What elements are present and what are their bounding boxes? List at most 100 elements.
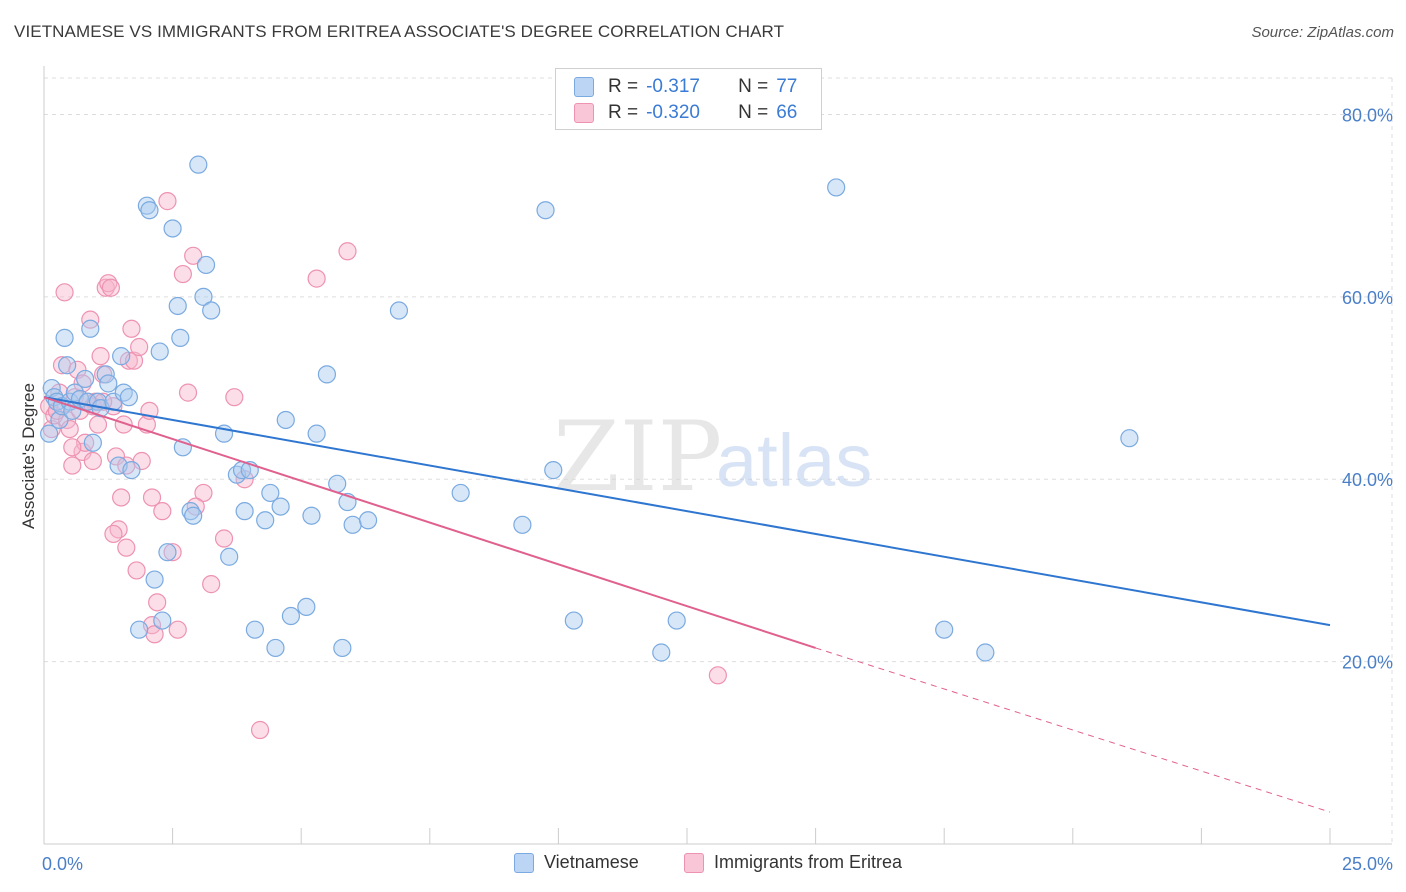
vietnamese-point — [99, 374, 118, 393]
eritrea-point — [127, 561, 146, 580]
eritrea-point — [68, 360, 87, 379]
eritrea-point — [81, 310, 100, 329]
vietnamese-point — [153, 611, 172, 630]
eritrea-point — [202, 575, 221, 594]
eritrea-point — [101, 278, 120, 297]
vietnamese-point — [140, 201, 159, 220]
vietnamese-legend-swatch — [514, 852, 534, 873]
vietnamese-point — [667, 611, 686, 630]
y-axis-label: Associate's Degree — [19, 383, 38, 529]
vietnamese-point — [158, 543, 177, 562]
vietnamese-point — [317, 365, 337, 384]
axes — [43, 66, 1392, 845]
vietnamese-point — [652, 643, 671, 662]
vietnamese-point — [194, 287, 213, 306]
chart-title: VIETNAMESE VS IMMIGRANTS FROM ERITREA AS… — [14, 22, 785, 41]
vietnamese-point — [163, 219, 182, 238]
y-tick-label: 20.0% — [1342, 653, 1393, 673]
vietnamese-point — [245, 620, 265, 639]
eritrea-point — [112, 488, 131, 507]
vietnamese-point — [150, 342, 169, 361]
vietnamese-point — [112, 347, 131, 366]
vietnamese-trend-line — [43, 396, 1331, 627]
eritrea-legend-swatch — [684, 852, 704, 873]
vietnamese-swatch — [574, 77, 594, 97]
vietnamese-point — [76, 369, 95, 389]
vietnamese-point — [171, 328, 190, 347]
watermark-zip: ZIP — [553, 401, 722, 513]
trend-lines — [43, 396, 1331, 813]
vietnamese-point — [220, 547, 239, 566]
vietnamese-point — [451, 483, 470, 503]
vietnamese-point — [145, 570, 164, 589]
vietnamese-point — [297, 597, 316, 617]
eritrea-point — [114, 415, 133, 434]
eritrea-point — [153, 502, 172, 521]
vietnamese-point — [536, 201, 555, 220]
eritrea-trend-line — [43, 396, 816, 649]
vietnamese-point — [196, 255, 216, 275]
vietnamese-point — [544, 461, 563, 480]
eritrea-point — [168, 620, 187, 639]
stats-n-value: 66 — [776, 102, 798, 123]
vietnamese-point — [58, 356, 77, 375]
eritrea-point — [88, 415, 108, 434]
vietnamese-point — [302, 506, 321, 525]
vietnamese-point — [55, 328, 74, 347]
eritrea-point — [63, 456, 82, 475]
eritrea-point — [104, 524, 123, 544]
vietnamese-point — [333, 638, 352, 658]
source-label: Source: ZipAtlas.com — [1251, 24, 1394, 41]
eritrea-point — [194, 483, 213, 503]
eritrea-point — [338, 242, 357, 261]
eritrea-point — [708, 666, 727, 685]
bottom-legend: Vietnamese Immigrants from Eritrea — [0, 852, 1406, 878]
eritrea-point — [60, 419, 79, 439]
stats-row-eritrea: R = -0.320 N = 66 — [574, 102, 797, 124]
vietnamese-point — [235, 502, 254, 521]
vietnamese-point — [389, 301, 409, 320]
vietnamese-point — [266, 638, 285, 658]
vietnamese-point — [307, 424, 326, 443]
stats-r-value: -0.317 — [646, 76, 700, 97]
stats-r-value: -0.320 — [646, 102, 700, 123]
legend-item-vietnamese[interactable]: Vietnamese — [514, 852, 639, 873]
stats-n-label: N = — [738, 76, 769, 97]
stats-n-value: 77 — [776, 76, 798, 97]
eritrea-point — [117, 538, 136, 557]
vietnamese-point — [202, 301, 221, 320]
eritrea-point — [83, 451, 102, 471]
eritrea-point — [91, 347, 110, 366]
eritrea-point — [142, 488, 162, 507]
eritrea-point — [178, 383, 198, 402]
eritrea-point — [163, 543, 182, 562]
legend-item-eritrea[interactable]: Immigrants from Eritrea — [684, 852, 902, 873]
eritrea-point — [158, 192, 177, 211]
vietnamese-point — [81, 319, 100, 338]
x-tick-label: 0.0% — [42, 854, 83, 874]
y-tick-label: 60.0% — [1342, 288, 1393, 308]
vietnamese-point — [564, 611, 583, 630]
vietnamese-point — [935, 620, 954, 639]
vietnamese-point — [343, 515, 362, 534]
stats-n-label: N = — [738, 102, 769, 123]
vietnamese-point — [119, 388, 138, 407]
legend-label-vietnamese: Vietnamese — [544, 852, 639, 872]
vietnamese-point — [50, 410, 69, 430]
vietnamese-point — [184, 506, 203, 525]
vietnamese-point — [1120, 429, 1139, 448]
vietnamese-point — [281, 606, 301, 626]
stats-r-label: R = — [608, 102, 639, 123]
tick-labels: 20.0% 40.0% 60.0% 80.0% 0.0% 25.0% Associate's… — [19, 105, 1393, 874]
vietnamese-point — [271, 497, 290, 516]
vietnamese-point — [122, 461, 141, 480]
x-tick-label: 25.0% — [1342, 854, 1393, 874]
vietnamese-point — [276, 410, 295, 430]
eritrea-trend-extension — [815, 647, 1331, 813]
eritrea-point — [55, 283, 74, 302]
vietnamese-point — [358, 511, 378, 530]
stats-legend-box: R = -0.317 N = 77 R = -0.320 N = 66 — [555, 68, 822, 130]
vietnamese-point — [168, 296, 187, 316]
